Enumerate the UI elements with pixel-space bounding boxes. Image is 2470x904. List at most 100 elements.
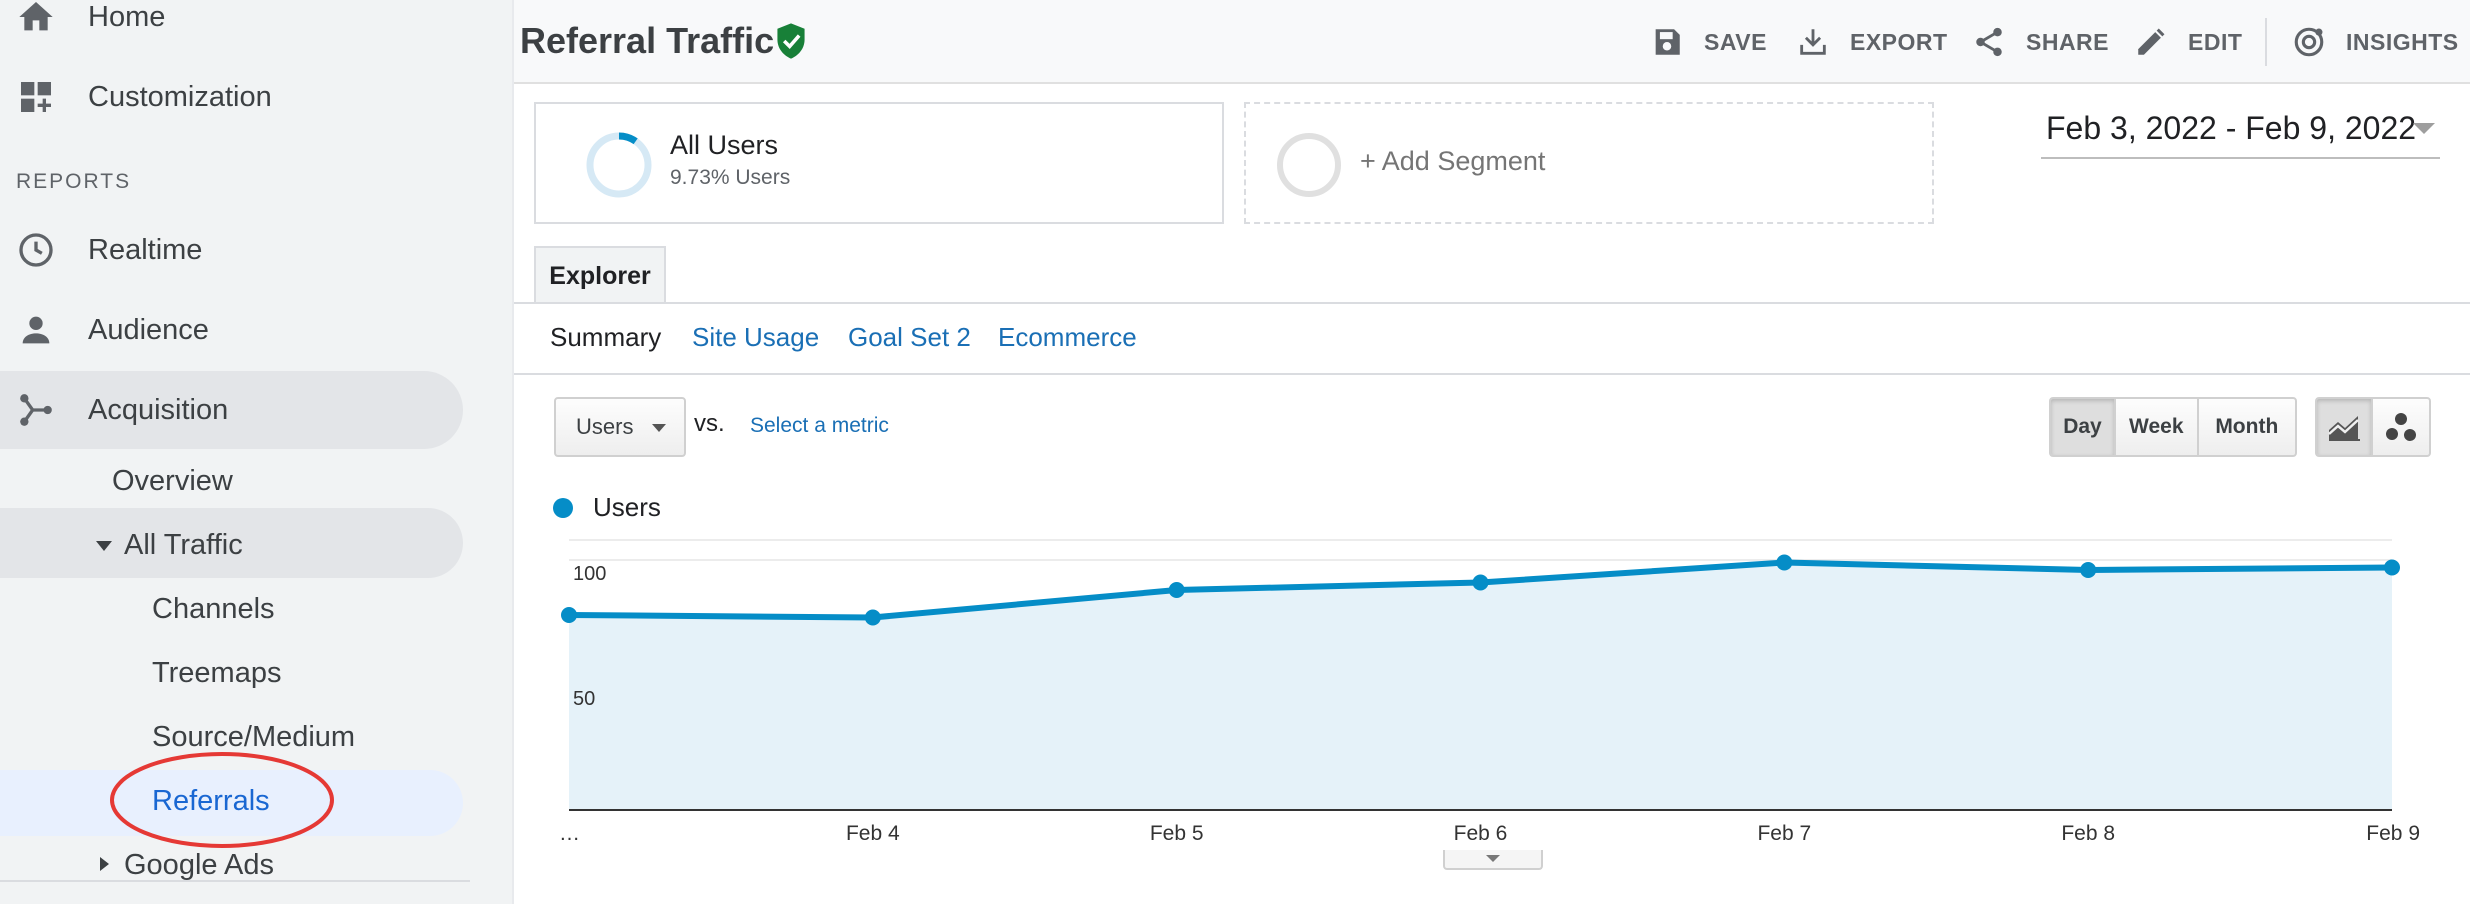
insights-button[interactable]: INSIGHTS [2292,22,2459,62]
x-tick-label: Feb 6 [1454,822,1508,845]
y-tick-label: 50 [573,688,595,710]
chevron-down-icon[interactable] [2413,123,2435,134]
export-button[interactable]: EXPORT [1796,22,1948,62]
x-tick-label: Feb 4 [846,822,900,845]
sidebar-item-channels[interactable]: Channels [152,593,275,625]
subtab-summary[interactable]: Summary [550,322,662,352]
data-point-2[interactable] [1168,582,1185,598]
sidebar-item-label: Customization [88,80,272,113]
sidebar-item-label: Audience [88,313,209,346]
data-point-0[interactable] [561,607,577,623]
subtab-ecommerce[interactable]: Ecommerce [998,322,1137,352]
donut-icon [586,132,652,198]
edit-label: EDIT [2188,28,2243,55]
x-tick-label: … [559,822,580,845]
shield-check-icon [777,23,805,59]
dashboard-add-icon [21,82,51,112]
data-point-6[interactable] [2384,559,2400,576]
share-label: SHARE [2026,28,2110,55]
date-range-picker[interactable]: Feb 3, 2022 - Feb 9, 2022 [2046,110,2417,146]
donut-fill [586,132,652,198]
page-title: Referral Traffic [520,20,775,61]
chart-type-toggle [2315,397,2431,457]
add-segment-label: + Add Segment [1360,146,1546,176]
home-icon [19,2,53,31]
period-toggle: Day Week Month [2049,397,2297,457]
referrals-highlight [0,770,463,836]
segment-name: All Users [670,130,779,160]
add-segment-button[interactable]: + Add Segment [1244,102,1934,224]
select-metric-link[interactable]: Select a metric [750,414,889,437]
data-point-4[interactable] [1776,554,1793,571]
chevron-down-icon [652,424,666,432]
series-area [569,562,2392,810]
tab-explorer[interactable]: Explorer [534,246,666,304]
sidebar-item-label: Home [88,0,166,33]
reports-heading: REPORTS [16,170,132,193]
all-traffic-highlight [0,508,463,578]
period-day-button[interactable]: Day [2051,399,2116,455]
data-point-3[interactable] [1472,574,1489,591]
chart-legend: Users [553,492,661,523]
share-icon [1976,27,2002,57]
export-label: EXPORT [1850,28,1948,55]
sidebar-item-label: Realtime [88,233,203,266]
segment-all-users[interactable]: All Users 9.73% Users [534,102,1224,224]
data-point-5[interactable] [2080,562,2097,578]
person-icon [22,316,50,344]
edit-button[interactable]: EDIT [2134,22,2242,62]
tab-divider [514,302,2470,304]
date-underline [2041,157,2440,159]
save-icon [1655,29,1680,55]
x-tick-label: Feb 8 [2061,822,2115,845]
vs-label: vs. [694,410,725,437]
x-tick-label: Feb 9 [2366,822,2420,845]
insights-icon [2294,27,2324,57]
legend-label: Users [593,492,661,522]
metric-select[interactable]: Users [554,397,686,457]
segment-percentage: 9.73% Users [670,166,791,189]
acquisition-icon [20,394,52,426]
sidebar-item-google-ads[interactable]: Google Ads [124,849,274,881]
acquisition-highlight [0,371,463,449]
sidebar-item-source-medium[interactable]: Source/Medium [152,721,356,753]
caret-right-icon[interactable] [100,857,109,871]
clock-icon [19,233,53,267]
save-button[interactable]: SAVE [1650,22,1767,62]
subtab-site-usage[interactable]: Site Usage [692,322,820,352]
subtab-divider [514,373,2470,375]
y-tick-label: 100 [573,563,606,585]
motion-chart-button[interactable] [2373,399,2429,455]
motion-chart-icon [2386,413,2416,441]
sidebar-item-all-traffic[interactable]: All Traffic [124,529,243,561]
sidebar: Home Customization REPORTS Realtime Audi… [0,0,514,904]
period-week-button[interactable]: Week [2116,399,2199,455]
subtab-goal-set-2[interactable]: Goal Set 2 [848,322,971,352]
data-point-1[interactable] [864,609,881,626]
edit-icon [2138,28,2165,55]
x-tick-label: Feb 7 [1757,822,1811,845]
insights-label: INSIGHTS [2346,28,2459,55]
toolbar-divider [2265,18,2267,66]
share-button[interactable]: SHARE [1972,22,2109,62]
donut-track [586,132,652,198]
metric-select-value: Users [576,414,634,439]
line-chart-icon [2328,416,2360,441]
sidebar-item-overview[interactable]: Overview [112,465,233,497]
period-month-button[interactable]: Month [2215,415,2279,438]
sidebar-item-treemaps[interactable]: Treemaps [152,657,282,689]
sidebar-item-referrals[interactable]: Referrals [152,785,270,817]
line-chart-button[interactable] [2317,399,2373,455]
line-chart: 100 50 … Feb 4 Feb 5 Feb 6 Feb 7 Feb 8 Feb 9 [559,539,2420,845]
sidebar-item-label: Acquisition [88,393,229,426]
chart-collapse-handle[interactable] [1443,850,1543,870]
chevron-down-icon [1486,855,1500,862]
report-header: Referral Traffic SAVE EXPORT SHARE EDIT … [514,0,2470,84]
empty-circle-icon [1277,133,1341,197]
legend-dot [553,497,573,518]
x-tick-label: Feb 5 [1150,822,1204,845]
sidebar-divider [0,880,470,882]
highlight-circle [110,752,334,848]
export-icon [1800,29,1826,55]
caret-down-icon[interactable] [96,541,112,551]
